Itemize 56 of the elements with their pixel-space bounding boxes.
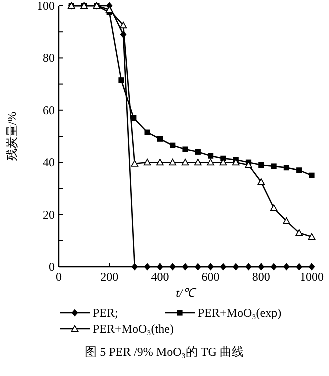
point	[270, 204, 278, 212]
point	[182, 146, 188, 152]
point	[170, 263, 176, 271]
y-tick-label: 60	[43, 103, 55, 118]
point	[120, 22, 128, 29]
x-axis-title: t/℃	[176, 286, 197, 300]
point	[157, 263, 164, 271]
point	[118, 78, 124, 84]
point	[270, 263, 278, 271]
point	[144, 130, 150, 136]
text: 图 5 PER /9% MoO₃的 TG 曲线	[85, 345, 244, 359]
point	[144, 158, 152, 166]
point	[271, 164, 277, 170]
y-tick-label: 40	[43, 156, 55, 170]
x-tick-label: 200	[100, 270, 119, 284]
point	[194, 263, 202, 271]
point	[309, 172, 315, 178]
point	[296, 168, 302, 174]
point	[132, 263, 138, 271]
point	[232, 263, 240, 271]
point	[170, 142, 176, 148]
point	[296, 229, 303, 236]
point	[208, 153, 214, 159]
y-tick-label: 80	[43, 51, 55, 66]
point	[156, 158, 164, 166]
point	[131, 160, 139, 167]
point	[258, 263, 265, 271]
y-axis-title: 残炭量/%	[5, 112, 19, 162]
legend-label: PER+MoO₃(exp)	[198, 306, 282, 320]
point	[283, 218, 290, 224]
point	[246, 263, 252, 271]
y-tick-label: 100	[37, 0, 55, 13]
x-tick-label: 800	[252, 270, 270, 284]
point	[258, 178, 266, 186]
legend-label: PER;	[93, 306, 118, 320]
point	[296, 263, 303, 271]
y-tick-label: 0	[49, 260, 55, 274]
x-tick-label: 600	[202, 270, 220, 284]
point	[220, 263, 227, 271]
point	[194, 158, 202, 166]
point	[207, 158, 214, 166]
point	[157, 136, 163, 142]
point	[169, 158, 176, 166]
x-tick-label: 1000	[300, 270, 324, 284]
legend-label: PER+MoO₃(the)	[93, 322, 174, 336]
point	[182, 263, 189, 271]
point	[308, 233, 316, 240]
point	[195, 149, 201, 155]
point	[182, 158, 190, 166]
point	[208, 263, 214, 271]
point	[284, 165, 290, 171]
x-tick-label: 400	[151, 270, 170, 284]
point	[258, 162, 264, 168]
point	[284, 263, 290, 271]
y-tick-label: 20	[43, 208, 55, 222]
point	[144, 263, 151, 271]
